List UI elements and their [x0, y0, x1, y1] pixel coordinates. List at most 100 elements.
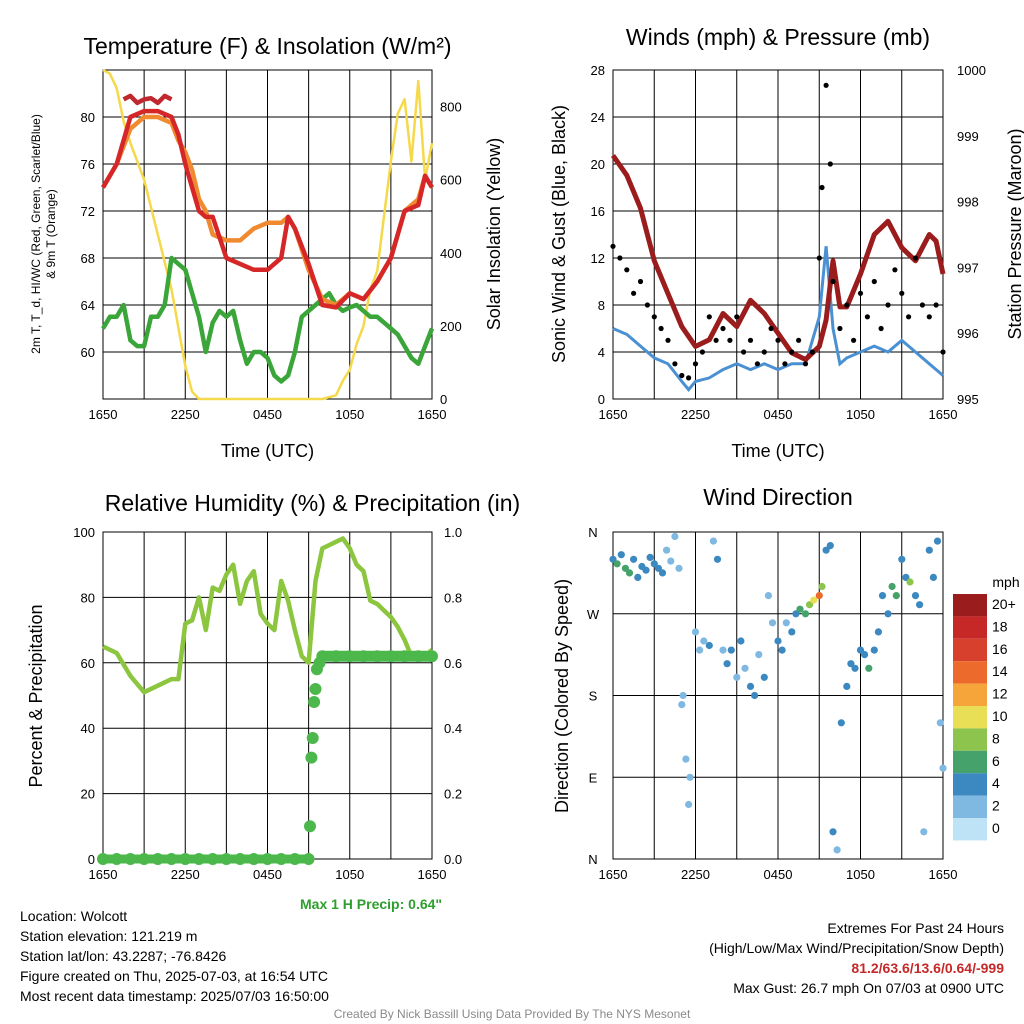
direction-point — [678, 701, 686, 709]
precip-point — [261, 853, 274, 865]
legend-swatch — [953, 594, 987, 617]
gust-point — [851, 337, 857, 343]
precip-point — [151, 853, 164, 865]
gust-point — [906, 314, 912, 320]
legend-label: 6 — [992, 753, 1000, 769]
gust-point — [775, 337, 781, 343]
y-tick-label: 16 — [591, 204, 605, 219]
station-info: Location: Wolcott Station elevation: 121… — [20, 906, 329, 1006]
gust-point — [706, 314, 712, 320]
gust-point — [844, 302, 850, 308]
gust-point — [837, 325, 843, 332]
y-tick-label: 60 — [81, 656, 95, 671]
legend-swatch — [953, 818, 987, 841]
direction-point — [709, 537, 718, 545]
gust-point — [940, 349, 946, 355]
gust-point — [919, 302, 926, 308]
gust-point — [823, 82, 829, 88]
series-line-wind — [612, 246, 944, 392]
y2-tick-label: 996 — [957, 326, 979, 341]
direction-point — [682, 755, 690, 763]
direction-point — [764, 592, 773, 600]
y2-tick-label: 200 — [440, 319, 462, 334]
direction-point — [878, 592, 887, 600]
legend-swatch — [953, 638, 987, 662]
direction-point — [810, 596, 818, 604]
direction-point — [822, 546, 830, 554]
direction-point — [925, 546, 933, 554]
gust-point — [864, 314, 871, 320]
gust-point — [658, 325, 664, 332]
direction-point — [613, 560, 621, 568]
direction-point — [741, 664, 749, 672]
y2-tick-label: 0.0 — [444, 852, 462, 867]
direction-point — [806, 601, 814, 609]
precip-point — [97, 853, 109, 865]
gust-point — [624, 267, 630, 273]
precip-point — [165, 853, 178, 865]
direction-point — [936, 719, 944, 727]
precip-point — [275, 853, 288, 865]
direction-point — [843, 682, 851, 691]
precip-point — [304, 820, 316, 833]
gust-point — [747, 337, 754, 343]
direction-point — [870, 646, 878, 654]
gust-point — [827, 161, 833, 167]
direction-point — [774, 637, 782, 645]
y-tick-label: 76 — [81, 157, 95, 172]
legend-swatch — [953, 706, 987, 729]
chart-title: Relative Humidity (%) & Precipitation (i… — [105, 490, 520, 516]
legend-label: 2 — [992, 798, 1000, 814]
direction-point — [782, 619, 790, 627]
x-tick-label: 1650 — [89, 867, 118, 882]
direction-point — [685, 800, 693, 809]
direction-point — [667, 557, 675, 565]
legend-label: 12 — [992, 686, 1008, 702]
x-tick-label: 1650 — [929, 867, 958, 882]
precip-point — [305, 751, 318, 764]
station-location: Location: Wolcott — [20, 908, 128, 924]
y-tick-label: N — [588, 852, 597, 867]
gust-point — [734, 314, 740, 320]
gust-point — [692, 361, 699, 367]
direction-point — [898, 555, 906, 563]
legend-swatch — [953, 728, 987, 751]
x-tick-label: 1650 — [89, 407, 118, 422]
direction-point — [646, 553, 654, 562]
precip-point — [302, 853, 315, 865]
direction-point — [892, 592, 900, 600]
station-latlon: Station lat/lon: 43.2287; -76.8426 — [20, 948, 227, 964]
direction-point — [884, 610, 892, 618]
x-tick-label: 1650 — [929, 407, 958, 422]
gust-point — [644, 302, 651, 308]
direction-point — [671, 532, 679, 541]
direction-point — [916, 601, 924, 609]
y-tick-label: S — [589, 689, 598, 704]
precip-point — [371, 650, 384, 663]
chart-title: Temperature (F) & Insolation (W/m²) — [83, 33, 451, 59]
legend-label: 14 — [992, 663, 1008, 679]
direction-point — [796, 605, 804, 613]
direction-point — [700, 637, 708, 645]
gust-point — [610, 243, 616, 249]
precip-point — [206, 853, 219, 865]
y-tick-label: 60 — [81, 345, 95, 360]
series-line-solar — [102, 68, 434, 401]
y-tick-label: 20 — [591, 157, 605, 172]
direction-point — [630, 555, 638, 563]
y-tick-label: 12 — [591, 251, 605, 266]
gust-point — [878, 325, 884, 332]
legend-swatch — [953, 683, 987, 706]
legend-label: 16 — [992, 641, 1008, 657]
gust-point — [885, 302, 891, 308]
y2-tick-label: 0.6 — [444, 656, 462, 671]
x-tick-label: 2250 — [681, 867, 710, 882]
legend-label: 18 — [992, 618, 1008, 634]
precip-point — [398, 650, 411, 663]
direction-point — [861, 651, 869, 659]
direction-point — [788, 628, 796, 636]
gust-point — [796, 337, 802, 343]
direction-point — [826, 542, 834, 550]
y2-axis-label: Solar Insolation (Yellow) — [484, 138, 504, 330]
y2-tick-label: 0.2 — [444, 787, 462, 802]
